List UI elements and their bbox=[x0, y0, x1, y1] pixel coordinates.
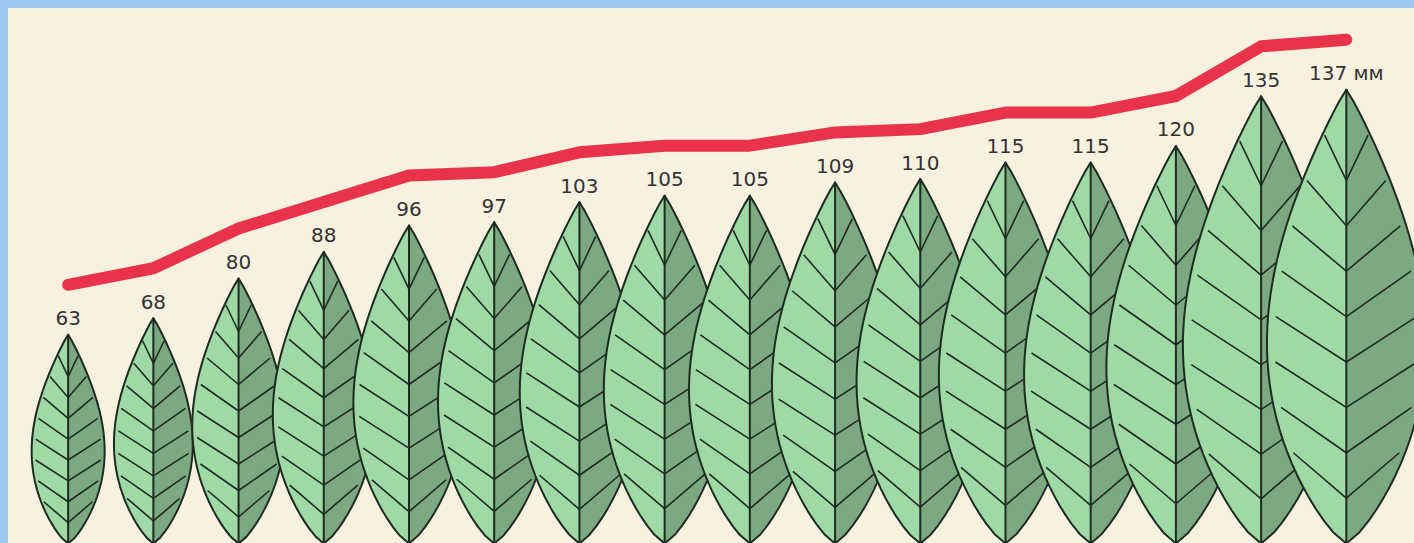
svg-text:105: 105 bbox=[646, 167, 684, 191]
svg-text:68: 68 bbox=[141, 290, 166, 314]
svg-text:97: 97 bbox=[481, 194, 506, 218]
svg-text:110: 110 bbox=[901, 151, 939, 175]
svg-text:103: 103 bbox=[560, 174, 598, 198]
svg-text:96: 96 bbox=[396, 197, 421, 221]
svg-text:80: 80 bbox=[226, 250, 251, 274]
svg-text:137 мм: 137 мм bbox=[1309, 61, 1384, 85]
svg-text:63: 63 bbox=[55, 306, 80, 330]
svg-text:115: 115 bbox=[1072, 134, 1110, 158]
svg-text:135: 135 bbox=[1242, 68, 1280, 92]
svg-text:115: 115 bbox=[986, 134, 1024, 158]
svg-text:88: 88 bbox=[311, 223, 336, 247]
svg-text:109: 109 bbox=[816, 154, 854, 178]
svg-text:105: 105 bbox=[731, 167, 769, 191]
svg-text:120: 120 bbox=[1157, 117, 1195, 141]
